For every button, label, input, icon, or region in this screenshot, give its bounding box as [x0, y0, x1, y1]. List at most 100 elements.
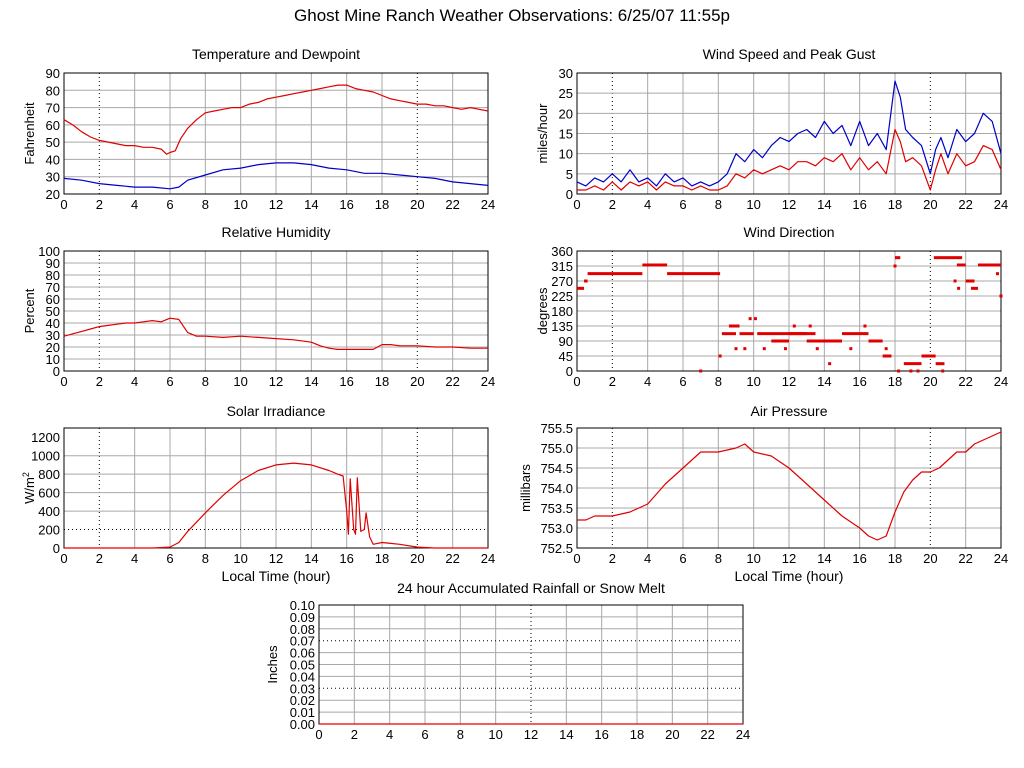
x-tick-label: 24 — [481, 374, 495, 389]
x-tick-label: 24 — [994, 197, 1008, 212]
wind-direction-point — [753, 317, 757, 321]
wind-direction-point — [808, 324, 812, 328]
series-line-red — [64, 462, 488, 549]
wind-direction-point — [699, 369, 703, 373]
x-tick-label: 20 — [665, 727, 679, 742]
x-tick-label: 14 — [817, 197, 831, 212]
page-title: Ghost Mine Ranch Weather Observations: 6… — [294, 6, 730, 25]
x-tick-label: 8 — [715, 197, 722, 212]
y-tick-label: 0.05 — [290, 658, 315, 673]
y-tick-label: 0 — [566, 187, 573, 202]
x-tick-label: 16 — [339, 374, 353, 389]
wind-direction-point — [762, 347, 766, 351]
plot-frame — [63, 250, 489, 372]
y-tick-label: 15 — [559, 127, 573, 142]
y-axis-label: miles/hour — [535, 103, 550, 164]
x-tick-label: 2 — [96, 551, 103, 566]
y-tick-label: 270 — [551, 274, 573, 289]
y-tick-label: 40 — [46, 316, 60, 331]
x-tick-label: 18 — [375, 197, 389, 212]
x-tick-label: 8 — [457, 727, 464, 742]
x-tick-label: 24 — [736, 727, 750, 742]
x-tick-label: 20 — [923, 374, 937, 389]
x-tick-label: 0 — [60, 374, 67, 389]
x-tick-label: 2 — [96, 374, 103, 389]
x-tick-label: 10 — [233, 374, 247, 389]
y-tick-label: 600 — [38, 486, 60, 501]
wind-direction-point — [718, 354, 722, 358]
x-tick-label: 12 — [524, 727, 538, 742]
y-tick-label: 0 — [53, 541, 60, 556]
y-tick-label: 754.5 — [540, 461, 573, 476]
y-tick-label: 45 — [559, 349, 573, 364]
x-tick-label: 16 — [339, 197, 353, 212]
x-tick-label: 14 — [817, 551, 831, 566]
y-tick-label: 0.03 — [290, 681, 315, 696]
y-axis-label: millibars — [518, 464, 533, 512]
y-tick-label: 0.04 — [290, 669, 315, 684]
y-tick-label: 800 — [38, 467, 60, 482]
x-tick-label: 20 — [410, 551, 424, 566]
x-tick-label: 22 — [700, 727, 714, 742]
y-tick-label: 0.06 — [290, 646, 315, 661]
x-tick-label: 8 — [202, 197, 209, 212]
x-tick-label: 24 — [481, 197, 495, 212]
x-tick-label: 6 — [166, 374, 173, 389]
x-tick-label: 0 — [315, 727, 322, 742]
x-tick-label: 0 — [573, 374, 580, 389]
wind-direction-point — [893, 264, 897, 268]
chart-title: Relative Humidity — [222, 224, 331, 240]
y-tick-label: 0 — [53, 364, 60, 379]
y-tick-label: 0.08 — [290, 622, 315, 637]
y-tick-label: 754.0 — [540, 481, 573, 496]
y-tick-label: 20 — [46, 340, 60, 355]
x-tick-label: 4 — [644, 197, 651, 212]
x-tick-label: 12 — [782, 551, 796, 566]
series-line-red — [577, 431, 1002, 541]
y-tick-label: 100 — [38, 244, 60, 259]
wind-direction-point — [884, 347, 888, 351]
x-tick-label: 14 — [304, 197, 318, 212]
y-axis-label: W/m2 — [21, 472, 37, 504]
y-tick-label: 0.09 — [290, 610, 315, 625]
x-tick-label: 4 — [644, 374, 651, 389]
y-tick-label: 400 — [38, 504, 60, 519]
y-tick-label: 70 — [46, 101, 60, 116]
y-tick-label: 180 — [551, 304, 573, 319]
x-tick-label: 14 — [304, 374, 318, 389]
y-tick-label: 90 — [46, 256, 60, 271]
wind-direction-point — [953, 279, 957, 283]
x-tick-label: 20 — [923, 197, 937, 212]
y-tick-label: 10 — [559, 147, 573, 162]
x-tick-label: 4 — [386, 727, 393, 742]
x-tick-label: 2 — [609, 551, 616, 566]
wind-direction-point — [815, 347, 819, 351]
y-tick-label: 200 — [38, 523, 60, 538]
chart-title: Solar Irradiance — [227, 403, 326, 419]
x-tick-label: 16 — [852, 197, 866, 212]
y-tick-label: 25 — [559, 86, 573, 101]
panel-rainfall: 24 hour Accumulated Rainfall or Snow Mel… — [265, 580, 750, 742]
x-tick-label: 22 — [445, 197, 459, 212]
x-tick-label: 18 — [630, 727, 644, 742]
x-tick-label: 12 — [782, 197, 796, 212]
x-tick-label: 8 — [202, 551, 209, 566]
y-tick-label: 80 — [46, 268, 60, 283]
x-tick-label: 10 — [233, 551, 247, 566]
y-tick-label: 0 — [566, 364, 573, 379]
x-tick-label: 12 — [269, 374, 283, 389]
x-tick-label: 10 — [233, 197, 247, 212]
y-tick-label: 0.00 — [290, 717, 315, 732]
x-tick-label: 6 — [679, 374, 686, 389]
x-tick-label: 4 — [131, 551, 138, 566]
x-tick-label: 2 — [96, 197, 103, 212]
wind-direction-point — [828, 362, 832, 366]
x-tick-label: 18 — [888, 551, 902, 566]
y-axis-label: Fahrenheit — [22, 102, 37, 165]
y-tick-label: 1200 — [31, 430, 60, 445]
y-tick-label: 755.5 — [540, 421, 573, 436]
